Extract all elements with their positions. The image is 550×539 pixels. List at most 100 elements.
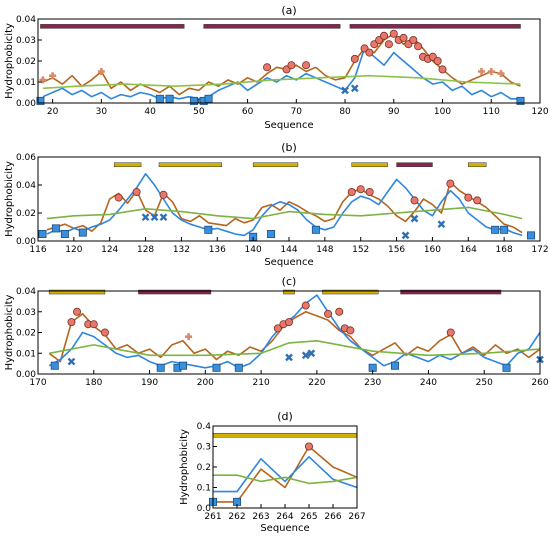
region-bar: [48, 289, 106, 295]
chart-panel-3: (d) 261 262 263 264 265 266 267 0.0 0.1 0.2 0.3 0.4 S…: [179, 410, 366, 534]
region-bar: [138, 289, 212, 295]
data-point-circle: [67, 318, 76, 327]
data-point-plus: [478, 68, 486, 75]
data-point-circle: [114, 193, 123, 202]
data-point-circle: [399, 33, 408, 42]
data-point-circle: [302, 61, 311, 70]
data-point-circle: [384, 40, 393, 49]
series-line: [46, 173, 523, 237]
data-point-plus: [49, 72, 57, 80]
data-point-x: [285, 353, 293, 362]
y-tick-label: 0.00: [16, 370, 36, 380]
chart-title: (b): [281, 141, 297, 154]
data-point-circle: [350, 54, 359, 63]
series-line: [48, 294, 541, 369]
region-bar: [322, 289, 379, 295]
x-tick-label: 152: [352, 245, 369, 255]
data-point-circle: [132, 187, 141, 196]
x-tick-label: 210: [253, 378, 270, 388]
x-tick-label: 120: [531, 107, 548, 117]
region-bar: [400, 289, 502, 295]
data-point-x: [341, 86, 349, 95]
y-tick-label: 0.04: [16, 287, 36, 297]
data-point-circle: [287, 61, 296, 70]
data-point-circle: [473, 196, 482, 205]
data-point-plus: [39, 76, 47, 84]
data-point-square: [516, 96, 525, 105]
x-tick-label: 110: [483, 107, 500, 117]
y-axis-label: Hydrophobicity: [4, 23, 15, 99]
y-axis-label: Hydrophobicity: [4, 161, 15, 237]
data-point-plus: [497, 70, 505, 78]
data-point-square: [390, 361, 399, 370]
x-tick-label: 40: [144, 107, 156, 117]
y-tick-label: 0.3: [197, 443, 211, 453]
data-point-circle: [89, 320, 98, 329]
x-tick-label: 266: [324, 512, 341, 522]
data-point-square: [155, 94, 164, 103]
region-bar: [203, 24, 341, 29]
plot-frame: [37, 18, 541, 104]
x-tick-label: 168: [496, 245, 513, 255]
data-point-square: [38, 229, 47, 238]
plot-frame: [37, 290, 541, 375]
series-line: [42, 74, 521, 90]
x-tick-label: 60: [242, 107, 254, 117]
region-bar: [351, 162, 388, 167]
series-line: [48, 311, 541, 363]
y-tick-label: 0.02: [16, 209, 36, 219]
chart-title: (d): [277, 410, 293, 423]
data-point-square: [234, 363, 243, 372]
x-tick-label: 250: [476, 378, 493, 388]
data-point-square: [165, 94, 174, 103]
data-point-circle: [446, 328, 455, 337]
data-point-circle: [159, 190, 168, 199]
data-point-square: [204, 94, 213, 103]
data-point-circle: [335, 307, 344, 316]
data-point-square: [51, 224, 60, 233]
x-tick-label: 136: [209, 245, 226, 255]
x-tick-label: 262: [228, 512, 245, 522]
y-tick-label: 0.06: [16, 153, 36, 163]
data-point-circle: [438, 65, 447, 74]
plot-frame: [212, 425, 358, 509]
data-point-square: [212, 363, 221, 372]
y-tick-label: 0.04: [16, 15, 36, 25]
data-point-circle: [446, 179, 455, 188]
data-point-x: [67, 357, 76, 366]
x-tick-label: 140: [245, 245, 262, 255]
x-tick-label: 264: [276, 512, 293, 522]
data-point-circle: [389, 29, 398, 38]
x-tick-label: 116: [29, 245, 46, 255]
y-tick-label: 0.02: [16, 329, 36, 339]
data-point-circle: [346, 326, 355, 335]
series-line: [46, 206, 523, 220]
series-line: [42, 47, 521, 100]
y-tick-label: 0.4: [197, 422, 212, 432]
series-line: [213, 456, 358, 493]
x-tick-label: 156: [388, 245, 405, 255]
y-tick-label: 0.2: [197, 463, 211, 473]
data-point-square: [311, 225, 320, 234]
data-point-x: [437, 220, 446, 229]
data-point-plus: [185, 333, 193, 341]
data-point-circle: [301, 301, 310, 310]
y-tick-label: 0.00: [16, 99, 36, 109]
x-tick-label: 263: [252, 512, 269, 522]
data-point-circle: [409, 36, 418, 45]
y-axis-label: Hydrophobicity: [4, 295, 15, 371]
x-tick-label: 124: [101, 245, 118, 255]
x-tick-label: 230: [364, 378, 381, 388]
y-tick-label: 0.03: [16, 36, 36, 46]
y-tick-label: 0.02: [16, 57, 36, 67]
data-point-circle: [347, 187, 356, 196]
series-line: [49, 340, 541, 357]
data-point-circle: [380, 31, 389, 40]
y-tick-label: 0.0: [197, 504, 212, 514]
data-point-x: [301, 351, 310, 360]
series-line: [213, 474, 358, 485]
x-tick-label: 180: [85, 378, 102, 388]
series-line: [46, 181, 523, 234]
chart-title: (a): [281, 4, 296, 17]
